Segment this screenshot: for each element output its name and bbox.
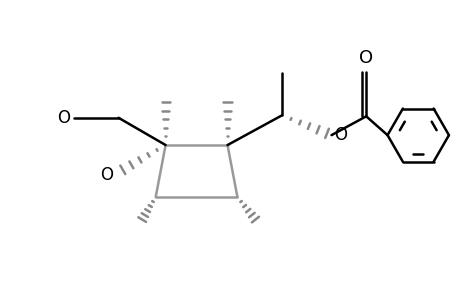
Text: O: O <box>57 109 70 127</box>
Text: O: O <box>101 166 113 184</box>
Text: O: O <box>358 49 372 67</box>
Text: O: O <box>333 126 346 144</box>
